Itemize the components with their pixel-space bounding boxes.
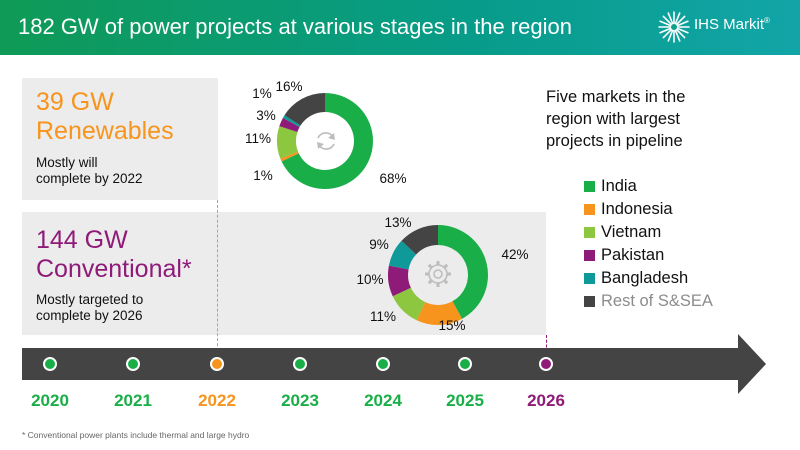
legend-swatch bbox=[584, 204, 595, 215]
footnote: * Conventional power plants include ther… bbox=[22, 430, 250, 440]
donut-slice-india bbox=[438, 225, 488, 319]
gear-icon bbox=[425, 261, 451, 287]
timeline-dot-2026 bbox=[539, 357, 553, 371]
timeline-dot-2020 bbox=[43, 357, 57, 371]
timeline-dot-2025 bbox=[458, 357, 472, 371]
timeline-arrow bbox=[22, 334, 766, 394]
renewables-subtext-line-2: complete by 2022 bbox=[36, 171, 143, 186]
page-title: 182 GW of power projects at various stag… bbox=[18, 14, 572, 39]
donut-slice-vietnam bbox=[277, 126, 299, 159]
slice-label: 68% bbox=[379, 171, 406, 186]
timeline-dot-2021 bbox=[126, 357, 140, 371]
conventional-subtext-line-2: complete by 2026 bbox=[36, 308, 143, 323]
conventional-label: Conventional* bbox=[36, 255, 192, 283]
donut-slice-india bbox=[281, 93, 373, 190]
slice-label: 1% bbox=[252, 86, 272, 101]
logo-text: IHS Markit® bbox=[694, 16, 770, 33]
slice-label: 15% bbox=[438, 318, 465, 333]
donut-slice-bangladesh bbox=[388, 240, 417, 270]
slice-label: 3% bbox=[256, 108, 276, 123]
slice-label: 1% bbox=[253, 168, 273, 183]
timeline-dots bbox=[43, 357, 553, 371]
donut-slice-pakistan bbox=[388, 265, 411, 297]
renewables-donut-chart: 68%1%11%3%1% 16% bbox=[245, 79, 407, 190]
year-2022: 2022 bbox=[198, 391, 236, 410]
timeline-dot-2022 bbox=[210, 357, 224, 371]
slice-label: 42% bbox=[501, 247, 528, 262]
legend-label: Indonesia bbox=[601, 200, 673, 218]
slice-label: 10% bbox=[356, 272, 383, 287]
conventional-donut-chart: 42% 15% 11% 10% 9% 13% bbox=[356, 215, 528, 333]
renewables-gw: 39 GW bbox=[36, 88, 114, 116]
refresh-icon bbox=[317, 132, 335, 150]
legend-swatch bbox=[584, 250, 595, 261]
slice-label: 9% bbox=[369, 237, 389, 252]
legend-swatch bbox=[584, 296, 595, 307]
renewables-label: Renewables bbox=[36, 117, 174, 145]
ihs-markit-logo-icon bbox=[658, 11, 690, 43]
year-2021: 2021 bbox=[114, 391, 152, 410]
donut-slice-indonesia bbox=[280, 151, 299, 162]
slice-label: 16% bbox=[275, 79, 302, 94]
donut-slice-pakistan bbox=[279, 117, 300, 133]
donut-slice-bangladesh bbox=[282, 115, 301, 128]
legend-heading-line-1: Five markets in the bbox=[546, 88, 686, 106]
header-banner: 182 GW of power projects at various stag… bbox=[0, 0, 800, 55]
conventional-headline: 144 GW Conventional* bbox=[36, 226, 192, 284]
slice-label: 11% bbox=[370, 309, 396, 324]
conventional-timeline-connector bbox=[546, 335, 547, 357]
renewables-timeline-connector bbox=[217, 200, 218, 356]
legend-heading-line-2: region with largest bbox=[546, 110, 680, 128]
renewables-headline: 39 GW Renewables bbox=[36, 88, 174, 146]
timeline-dot-2024 bbox=[376, 357, 390, 371]
legend-label: Rest of S&SEA bbox=[601, 292, 713, 310]
year-2024: 2024 bbox=[364, 391, 402, 410]
legend-label: Vietnam bbox=[601, 223, 662, 241]
legend-swatch bbox=[584, 227, 595, 238]
year-2026: 2026 bbox=[527, 391, 565, 410]
logo-name: IHS Markit bbox=[694, 16, 765, 33]
donut-slice-rest-of-s-sea bbox=[284, 93, 325, 126]
logo-registered-mark: ® bbox=[764, 16, 770, 25]
renewables-panel bbox=[22, 78, 218, 200]
legend-swatch bbox=[584, 181, 595, 192]
renewables-subtext: Mostly will complete by 2022 bbox=[36, 155, 143, 187]
slice-label: 13% bbox=[384, 215, 411, 230]
legend-label: Pakistan bbox=[601, 246, 665, 264]
donut-slice-vietnam bbox=[392, 287, 426, 321]
slice-label: 11% bbox=[245, 131, 271, 146]
year-2020: 2020 bbox=[31, 391, 69, 410]
legend-heading-line-3: projects in pipeline bbox=[546, 132, 683, 150]
donut-slice-indonesia bbox=[416, 301, 463, 325]
year-2023: 2023 bbox=[281, 391, 319, 410]
conventional-gw: 144 GW bbox=[36, 226, 128, 254]
legend-label: India bbox=[601, 177, 637, 195]
legend-heading: Five markets in the region with largest … bbox=[546, 86, 685, 152]
renewables-subtext-line-1: Mostly will bbox=[36, 155, 98, 170]
conventional-subtext-line-1: Mostly targeted to bbox=[36, 292, 144, 307]
legend-swatch bbox=[584, 273, 595, 284]
legend-label: Bangladesh bbox=[601, 269, 689, 287]
conventional-subtext: Mostly targeted to complete by 2026 bbox=[36, 292, 143, 324]
donut-slice-rest-of-s-sea bbox=[401, 225, 438, 255]
year-2025: 2025 bbox=[446, 391, 484, 410]
timeline-dot-2023 bbox=[293, 357, 307, 371]
